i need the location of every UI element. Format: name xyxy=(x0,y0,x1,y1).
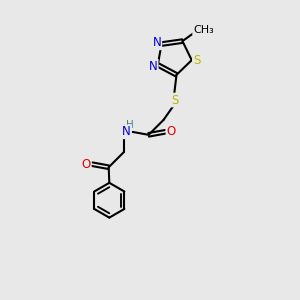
Text: CH₃: CH₃ xyxy=(193,25,214,35)
Text: S: S xyxy=(193,54,200,67)
Text: H: H xyxy=(126,120,134,130)
Text: N: N xyxy=(153,36,161,50)
Text: O: O xyxy=(167,125,176,138)
Text: S: S xyxy=(171,94,178,106)
Text: O: O xyxy=(82,158,91,171)
Text: N: N xyxy=(122,125,131,138)
Text: N: N xyxy=(149,60,158,73)
